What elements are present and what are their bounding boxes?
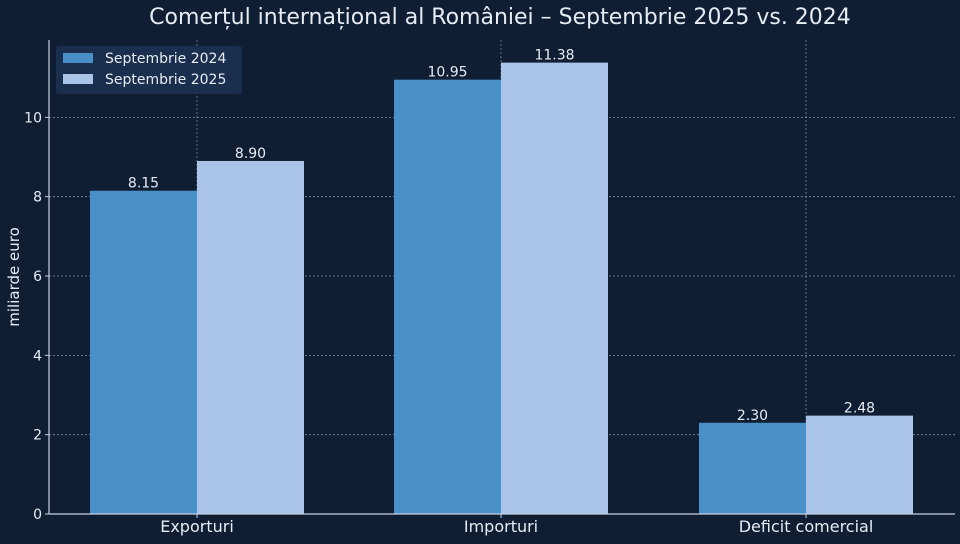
y-tick-label: 8 [33, 190, 42, 206]
y-tick-label: 6 [33, 269, 42, 285]
legend-label: Septembrie 2025 [105, 72, 226, 88]
legend-swatch [63, 74, 93, 84]
legend: Septembrie 2024 Septembrie 2025 [56, 46, 242, 94]
y-axis-label: miliarde euro [5, 227, 23, 326]
y-tick-label: 10 [24, 110, 42, 126]
data-label: 10.95 [427, 65, 467, 81]
chart-title: Comerțul internațional al României – Sep… [149, 5, 851, 30]
y-tick-label: 0 [33, 507, 42, 523]
data-label: 8.15 [128, 176, 159, 192]
data-label: 8.90 [235, 146, 266, 162]
data-label: 2.48 [844, 401, 875, 417]
bar-2024-1 [394, 79, 501, 514]
legend-swatch [63, 53, 93, 63]
bar-2025-2 [806, 415, 913, 514]
y-tick-label: 4 [33, 348, 42, 364]
axes: 0 2 4 6 8 10 Exporturi Importuri Deficit comerci… [24, 40, 955, 536]
bar-2025-0 [197, 160, 304, 515]
data-label: 11.38 [534, 48, 574, 64]
x-tick-label: Exporturi [160, 517, 234, 536]
x-tick-label: Deficit comercial [739, 517, 874, 536]
bars: 8.15 10.95 2.30 8.90 11.38 2.48 [90, 48, 913, 515]
x-tick-label: Importuri [464, 517, 538, 536]
bar-2024-0 [90, 190, 197, 514]
legend-label: Septembrie 2024 [105, 51, 226, 67]
legend-box [56, 46, 242, 94]
bar-2024-2 [699, 422, 806, 514]
data-label: 2.30 [737, 408, 768, 424]
y-tick-label: 2 [33, 428, 42, 444]
bar-2025-1 [501, 62, 608, 515]
